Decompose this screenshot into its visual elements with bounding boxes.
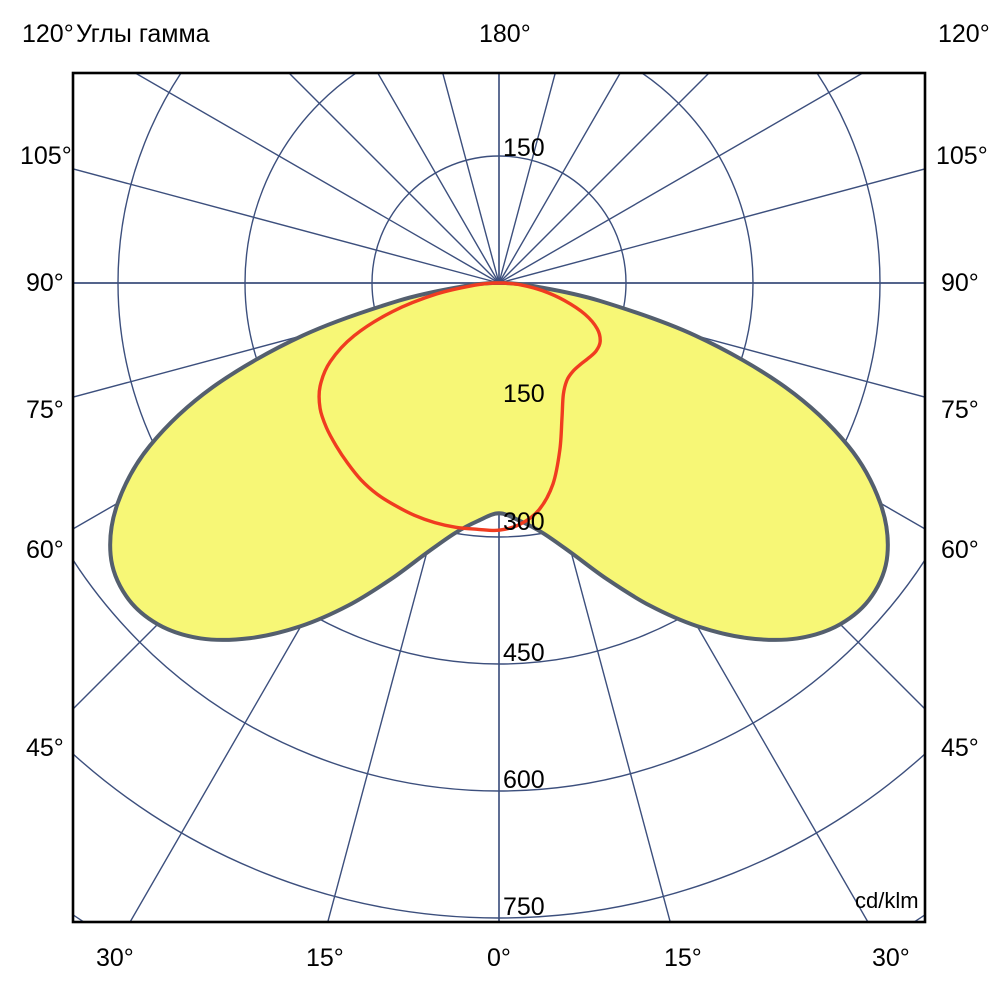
radial-label-300: 300: [503, 508, 545, 536]
right-angle-label-105: 105°: [936, 142, 988, 170]
grid-spoke: [498, 168, 925, 284]
grid-spoke: [498, 282, 925, 398]
radial-label-750: 750: [503, 893, 545, 921]
top-left-angle-label: 120°: [22, 20, 74, 48]
bottom-angle-label-right-15: 15°: [664, 944, 702, 972]
top-right-angle-label: 120°: [938, 20, 990, 48]
left-angle-label-45: 45°: [26, 734, 64, 762]
bottom-angle-label-left-30: 30°: [96, 944, 134, 972]
grid-spoke: [73, 168, 500, 284]
right-angle-label-60: 60°: [941, 536, 979, 564]
left-angle-label-60: 60°: [26, 536, 64, 564]
radial-label-up-150: 150: [503, 134, 545, 162]
series-c90-c270-curve: [317, 281, 602, 533]
grid-spoke: [288, 73, 500, 284]
right-angle-label-45: 45°: [941, 734, 979, 762]
grid-spoke: [133, 73, 500, 284]
bottom-angle-label-left-15: 15°: [306, 944, 344, 972]
right-angle-label-75: 75°: [941, 396, 979, 424]
bottom-angle-label-0: 0°: [487, 944, 511, 972]
left-angle-label-105: 105°: [20, 142, 72, 170]
top-center-angle-label: 180°: [479, 20, 531, 48]
radial-label-450: 450: [503, 639, 545, 667]
series-c0-c180-curve: [108, 281, 890, 642]
radial-label-600: 600: [503, 766, 545, 794]
grid-spoke: [498, 73, 622, 284]
grid-spoke: [498, 73, 865, 284]
radial-label-150: 150: [503, 380, 545, 408]
unit-label: cd/klm: [855, 888, 919, 913]
grid-spoke: [376, 73, 500, 284]
right-angle-label-90: 90°: [941, 269, 979, 297]
grid-spoke: [498, 73, 710, 284]
plot-frame: [71, 71, 927, 924]
bottom-angle-label-right-30: 30°: [872, 944, 910, 972]
left-angle-label-90: 90°: [26, 269, 64, 297]
data-curves: [108, 281, 890, 642]
grid-spoke: [73, 282, 500, 398]
left-angle-label-75: 75°: [26, 396, 64, 424]
page-title: Углы гамма: [76, 20, 210, 48]
